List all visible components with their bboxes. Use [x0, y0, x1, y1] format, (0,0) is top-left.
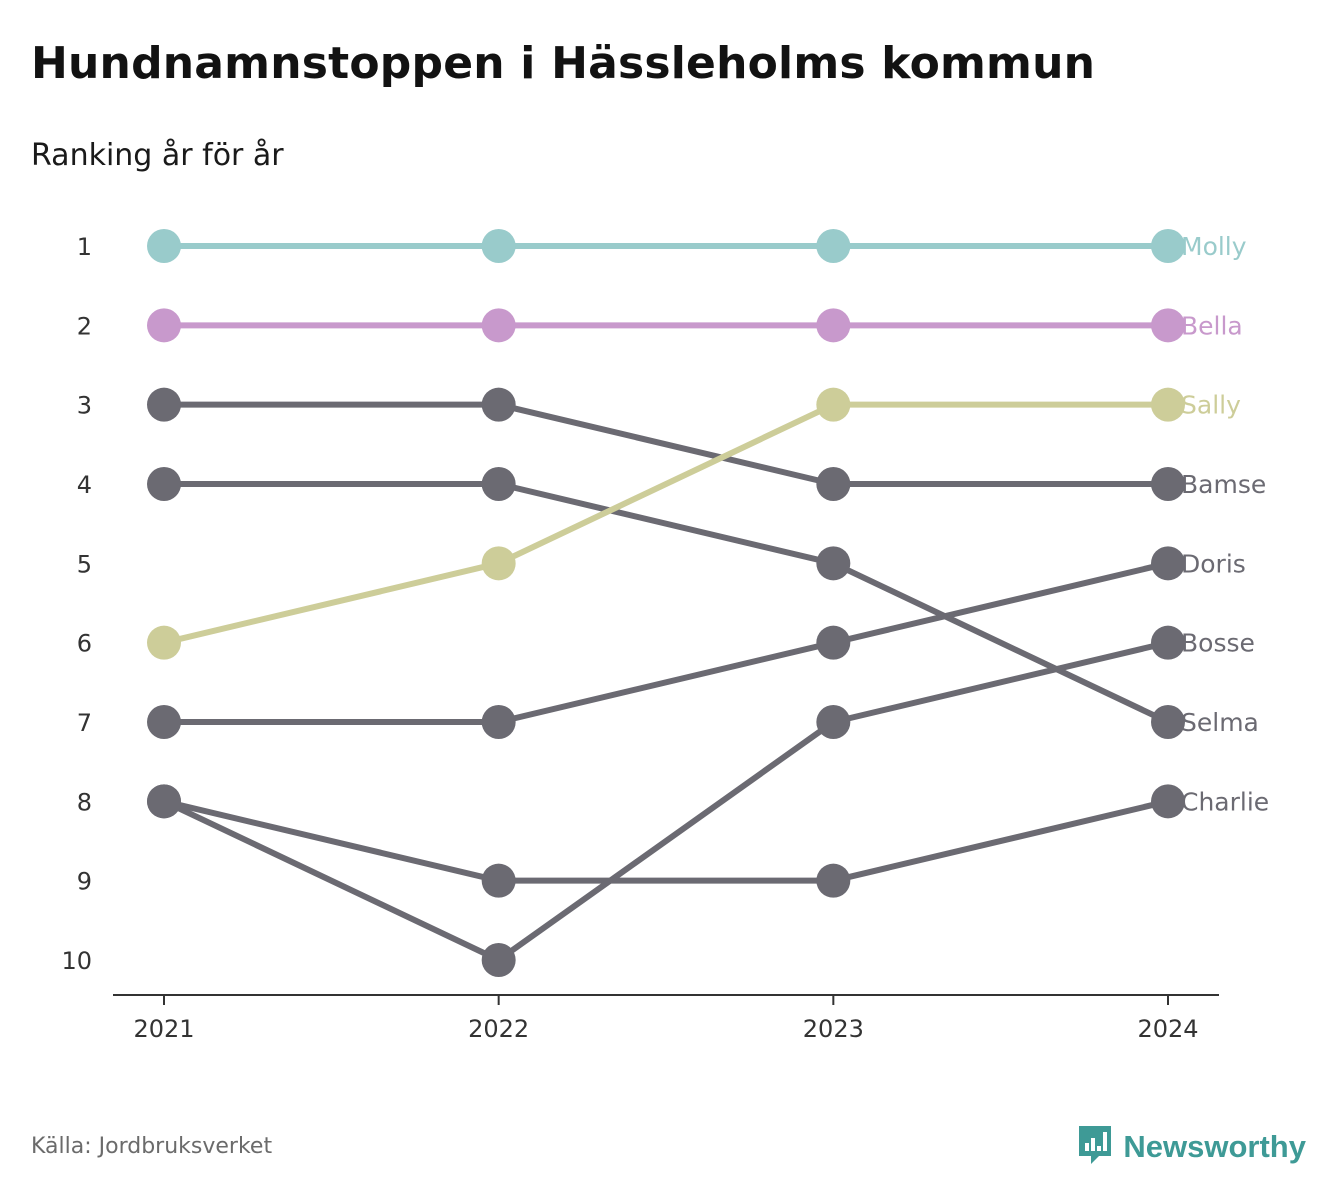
point-bosse [1151, 625, 1185, 660]
point-selma [816, 546, 851, 581]
x-tick-label: 2021 [133, 1015, 194, 1043]
series-line-charlie [161, 798, 1171, 884]
point-molly [1151, 229, 1185, 263]
point-selma [481, 467, 516, 501]
y-tick-label: 8 [77, 788, 92, 816]
point-sally [1151, 387, 1185, 422]
chart-title: Hundnamnstoppen i Hässleholms kommun [31, 38, 1096, 89]
newsworthy-logo-icon [1077, 1124, 1113, 1170]
point-bosse [481, 943, 516, 977]
point-molly [147, 229, 181, 263]
point-selma [147, 467, 181, 501]
y-tick-label: 10 [61, 947, 92, 975]
series-line-doris [161, 560, 1171, 725]
series-lines [161, 243, 1171, 963]
series-label-bella: Bella [1181, 311, 1243, 340]
source-note: Källa: Jordbruksverket [31, 1134, 273, 1159]
series-labels: Molly Bella Sally Bamse Doris Bosse Selma Charl… [1181, 232, 1269, 816]
series-line-selma [161, 481, 1171, 725]
point-molly [816, 229, 851, 263]
point-sally [481, 546, 516, 581]
point-charlie [1151, 784, 1185, 819]
point-charlie [481, 863, 516, 898]
point-bamse [147, 387, 181, 422]
point-doris [147, 705, 181, 739]
point-bamse [1151, 467, 1185, 501]
series-line-bosse [161, 639, 1171, 963]
point-charlie [147, 784, 181, 819]
point-bosse [816, 705, 851, 739]
y-axis: 1 2 3 4 5 6 7 8 9 10 [61, 233, 92, 975]
bump-chart: Molly Bella Sally Bamse Doris Bosse Selma Charl… [61, 229, 1269, 1043]
point-bella [816, 308, 851, 343]
point-sally [147, 625, 181, 660]
series-label-molly: Molly [1181, 232, 1247, 261]
x-tick-label: 2024 [1137, 1015, 1198, 1043]
series-label-charlie: Charlie [1181, 787, 1269, 816]
y-tick-label: 7 [77, 709, 92, 737]
series-line-sally [161, 401, 1171, 646]
point-sally [816, 387, 851, 422]
y-tick-label: 3 [77, 392, 92, 420]
point-bamse [481, 387, 516, 422]
x-tick-label: 2023 [803, 1015, 864, 1043]
point-bella [1151, 308, 1185, 343]
y-tick-label: 9 [77, 868, 92, 896]
series-label-bamse: Bamse [1181, 470, 1266, 499]
point-molly [481, 229, 516, 263]
y-tick-label: 4 [77, 471, 92, 499]
series-line-bamse [161, 401, 1171, 487]
x-axis: 2021 2022 2023 2024 [113, 994, 1219, 1043]
y-tick-label: 5 [77, 550, 92, 578]
point-doris [481, 705, 516, 739]
point-selma [1151, 705, 1185, 739]
series-label-selma: Selma [1181, 708, 1259, 737]
point-doris [1151, 546, 1185, 581]
point-doris [816, 625, 851, 660]
brand-logo: Newsworthy [1077, 1124, 1306, 1170]
brand-name: Newsworthy [1123, 1129, 1306, 1164]
point-bamse [816, 467, 851, 501]
chart-subtitle: Ranking år för år [31, 138, 284, 173]
point-charlie [816, 863, 851, 898]
x-tick-label: 2022 [468, 1015, 529, 1043]
y-tick-label: 2 [77, 312, 92, 340]
point-bella [147, 308, 181, 343]
point-bella [481, 308, 516, 343]
y-tick-label: 1 [77, 233, 92, 261]
y-tick-label: 6 [77, 630, 92, 658]
series-label-doris: Doris [1181, 549, 1246, 578]
series-points [147, 229, 1185, 977]
series-label-bosse: Bosse [1181, 629, 1255, 658]
series-label-sally: Sally [1181, 391, 1241, 420]
